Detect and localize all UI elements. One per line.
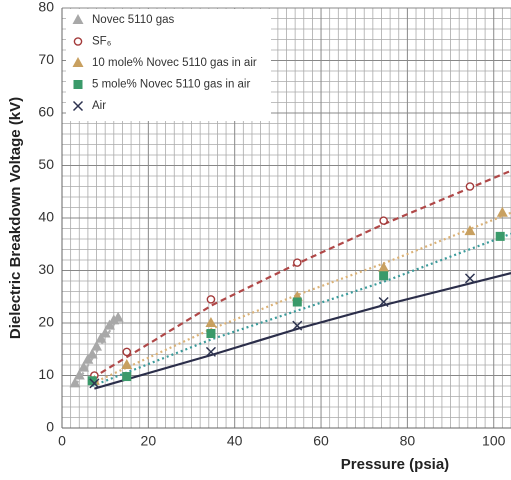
- marker: [292, 320, 303, 331]
- x-tick-label: 0: [58, 433, 66, 449]
- fit-line: [91, 232, 511, 388]
- y-axis-title: Dielectric Breakdown Voltage (kV): [7, 97, 24, 339]
- marker: [206, 329, 216, 338]
- marker: [69, 377, 81, 388]
- marker: [78, 361, 90, 372]
- y-tick-label: 30: [38, 261, 54, 277]
- y-tick-label: 80: [38, 0, 54, 15]
- marker: [378, 261, 390, 272]
- marker: [121, 359, 133, 369]
- y-tick-label: 60: [38, 104, 54, 120]
- legend-label: 5 mole% Novec 5110 gas in air: [92, 79, 250, 91]
- legend: Novec 5110 gas SF₆ 10 mole% Novec 5110 gas…: [66, 9, 271, 121]
- fit-line: [91, 211, 511, 385]
- marker: [112, 311, 124, 322]
- marker: [292, 297, 302, 307]
- legend-box: [66, 9, 271, 121]
- marker: [379, 216, 388, 225]
- marker: [91, 340, 103, 351]
- marker: [108, 314, 120, 325]
- legend-marker: [72, 100, 84, 112]
- legend-label: SF₆: [92, 36, 112, 48]
- y-tick-label: 10: [38, 366, 54, 382]
- fit-line: [74, 317, 120, 387]
- x-tick-label: 100: [482, 433, 506, 449]
- marker: [205, 346, 216, 357]
- marker: [292, 258, 302, 267]
- marker: [99, 327, 111, 338]
- marker: [122, 372, 132, 382]
- marker: [378, 296, 389, 308]
- marker: [122, 347, 132, 357]
- y-tick-label: 50: [38, 156, 54, 172]
- x-tick-label: 20: [141, 433, 157, 449]
- marker: [379, 271, 389, 281]
- marker: [73, 369, 85, 380]
- legend-marker: [72, 57, 84, 67]
- marker: [95, 332, 107, 343]
- legend-label: Air: [92, 100, 106, 112]
- x-tick-label: 80: [400, 433, 416, 449]
- y-tick-label: 40: [38, 209, 54, 225]
- marker: [464, 273, 476, 284]
- x-tick-label: 60: [313, 433, 329, 449]
- marker: [464, 225, 476, 236]
- x-tick-label: 40: [227, 433, 243, 449]
- marker: [82, 353, 94, 364]
- marker: [89, 378, 100, 389]
- marker: [86, 348, 98, 359]
- legend-marker: [73, 80, 83, 89]
- marker: [206, 295, 216, 304]
- y-tick-label: 70: [38, 51, 54, 67]
- marker: [495, 231, 505, 241]
- marker: [496, 206, 508, 217]
- legend-marker: [72, 14, 84, 24]
- marker: [103, 319, 115, 330]
- legend-marker: [73, 37, 83, 46]
- marker: [205, 317, 217, 327]
- marker: [465, 182, 475, 191]
- legend-label: 10 mole% Novec 5110 gas in air: [92, 57, 257, 69]
- fit-line: [91, 169, 511, 380]
- x-axis-title: Pressure (psia): [341, 456, 449, 473]
- y-tick-label: 0: [46, 419, 54, 435]
- y-tick-label: 20: [38, 314, 54, 330]
- legend-label: Novec 5110 gas: [92, 14, 175, 26]
